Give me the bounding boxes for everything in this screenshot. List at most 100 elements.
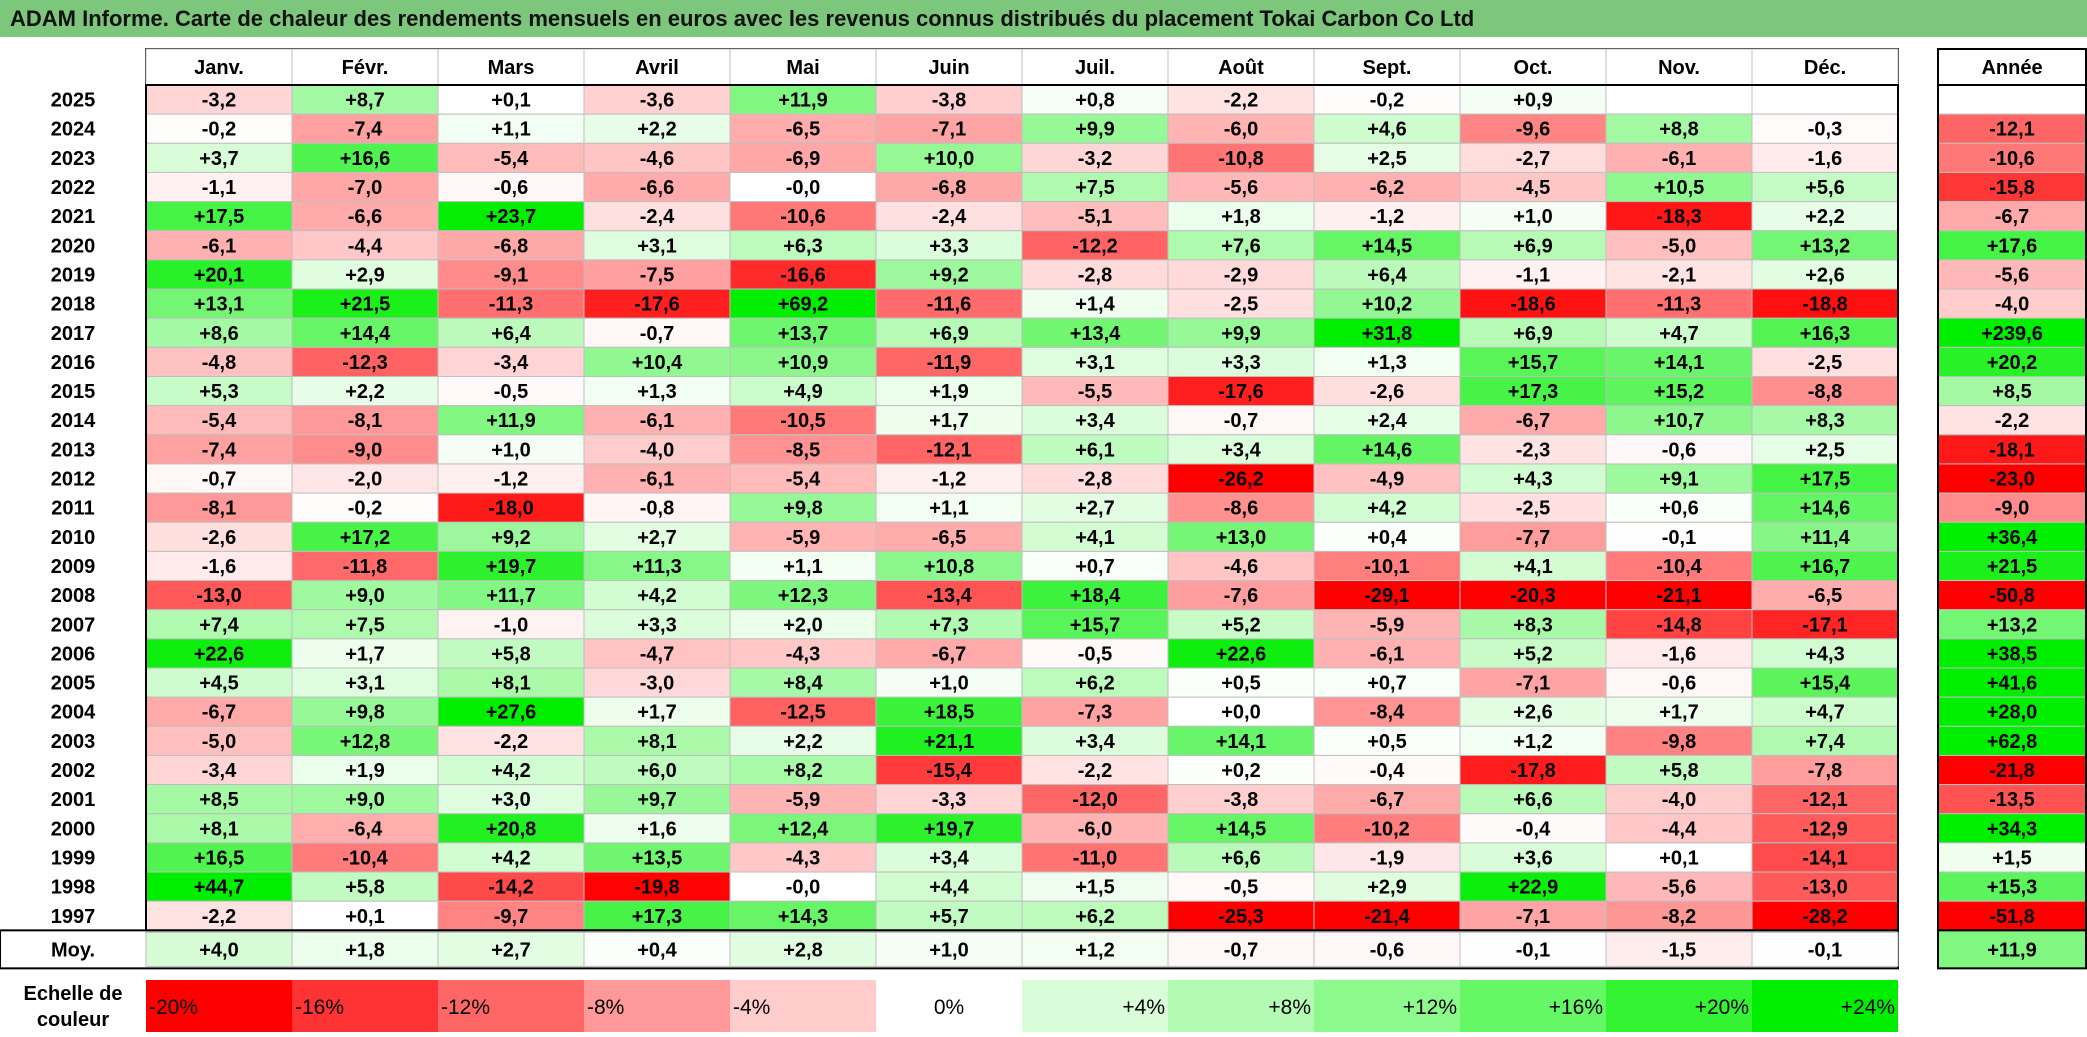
cell-value: -17,6 [1218,381,1264,403]
cell-value: +15,7 [1508,352,1559,374]
cell-value: +12,4 [778,818,829,840]
cell-value: +21,1 [924,731,975,753]
cell-value: +1,3 [637,381,676,403]
scale-swatch-label: +4% [1122,996,1165,1019]
scale-swatch [438,980,584,1032]
heatmap-cell [583,171,731,203]
heatmap-cell [1605,113,1753,144]
cell-value: -12,1 [926,439,972,461]
year-label: 2019 [51,264,96,286]
cell-value: -7,8 [1808,760,1842,782]
average-value: +1,2 [1075,939,1114,961]
scale-swatch [1752,980,1898,1032]
heatmap-cell [1167,784,1315,815]
heatmap-cell [1605,201,1753,232]
cell-value: +12,8 [340,731,391,753]
cell-value: +22,6 [1216,643,1267,665]
scale-label-line1: Echelle de [24,983,123,1005]
cell-value: +10,8 [924,556,975,578]
heatmap-cell [1605,84,1753,115]
heatmap-cell [437,871,585,902]
heatmap-cell [1751,667,1899,698]
heatmap-cell [1021,842,1169,873]
column-header-cell [1605,48,1753,86]
heatmap-cell [875,900,1023,931]
cell-value: -6,1 [202,235,236,257]
cell-value: -2,9 [1224,264,1258,286]
cell-value: +14,3 [778,906,829,928]
cell-value: -7,6 [1224,585,1258,607]
heatmap-cell [1021,259,1169,290]
cell-value: -2,2 [1078,760,1112,782]
heatmap-cell [583,521,731,552]
annual-cell [1937,171,2087,203]
cell-value: +13,2 [1800,235,1851,257]
cell-value: +1,0 [491,439,530,461]
heatmap-cell [1167,638,1315,669]
heatmap-cell [437,784,585,815]
heatmap-cell [583,288,731,319]
cell-value: +17,3 [1508,381,1559,403]
cell-value: -11,9 [927,352,971,374]
heatmap-cell [1605,463,1753,494]
cell-value: -2,1 [1662,264,1696,286]
average-value: +2,7 [491,939,530,961]
cell-value: -18,6 [1510,294,1556,316]
cell-value: -8,5 [786,439,820,461]
cell-value: -5,4 [202,410,237,432]
annual-value: +34,3 [1987,818,2038,840]
annual-cell [1937,201,2087,232]
cell-value: -7,5 [640,264,674,286]
cell-value: -5,1 [1078,206,1112,228]
cell-value: +8,1 [491,673,530,695]
cell-value: -3,6 [640,90,674,112]
heatmap-cell [1751,580,1899,611]
cell-value: -6,7 [1370,789,1404,811]
cell-value: +6,2 [1075,673,1114,695]
cell-value: -5,4 [786,469,821,491]
cell-value: +10,9 [778,352,829,374]
cell-value: -5,9 [786,527,820,549]
average-value: -0,1 [1808,939,1842,961]
cell-value: -9,0 [348,439,382,461]
scale-swatch-label: +8% [1268,996,1311,1019]
cell-value: -3,3 [932,789,966,811]
cell-value: -5,6 [1662,877,1696,899]
cell-value: -1,6 [1662,643,1696,665]
cell-value: +2,6 [1513,702,1552,724]
cell-value: -3,0 [640,673,674,695]
cell-value: -2,5 [1808,352,1842,374]
heatmap-cell [1459,434,1607,465]
average-cell [1751,931,1899,967]
heatmap-cell [583,638,731,669]
heatmap-cell [1459,259,1607,290]
year-label: 2021 [51,206,96,228]
year-label: 2006 [51,643,96,665]
heatmap-cell [437,405,585,436]
heatmap-cell [1167,376,1315,407]
cell-value: +4,7 [1805,702,1844,724]
cell-value: -4,6 [640,148,674,170]
heatmap-cell [437,171,585,203]
average-cell [437,931,585,967]
heatmap-cell [1167,580,1315,611]
average-cell [291,931,439,967]
heatmap-cell [729,784,877,815]
heatmap-cell [145,842,293,873]
cell-value: +4,9 [783,381,822,403]
column-header-label: Juil. [1075,57,1115,79]
cell-value: -0,4 [1516,818,1551,840]
cell-value: +3,3 [637,614,676,636]
heatmap-cell [1459,842,1607,873]
annual-cell [1937,405,2087,436]
heatmap-cell [1605,784,1753,815]
cell-value: +13,4 [1070,323,1121,345]
heatmap-cell [1751,754,1899,786]
year-label: 2013 [51,439,96,461]
cell-value: +2,0 [783,614,822,636]
annual-value: -4,0 [1995,294,2029,316]
cell-value: +2,9 [345,264,384,286]
heatmap-cell [1605,434,1753,465]
heatmap-cell [1605,288,1753,319]
